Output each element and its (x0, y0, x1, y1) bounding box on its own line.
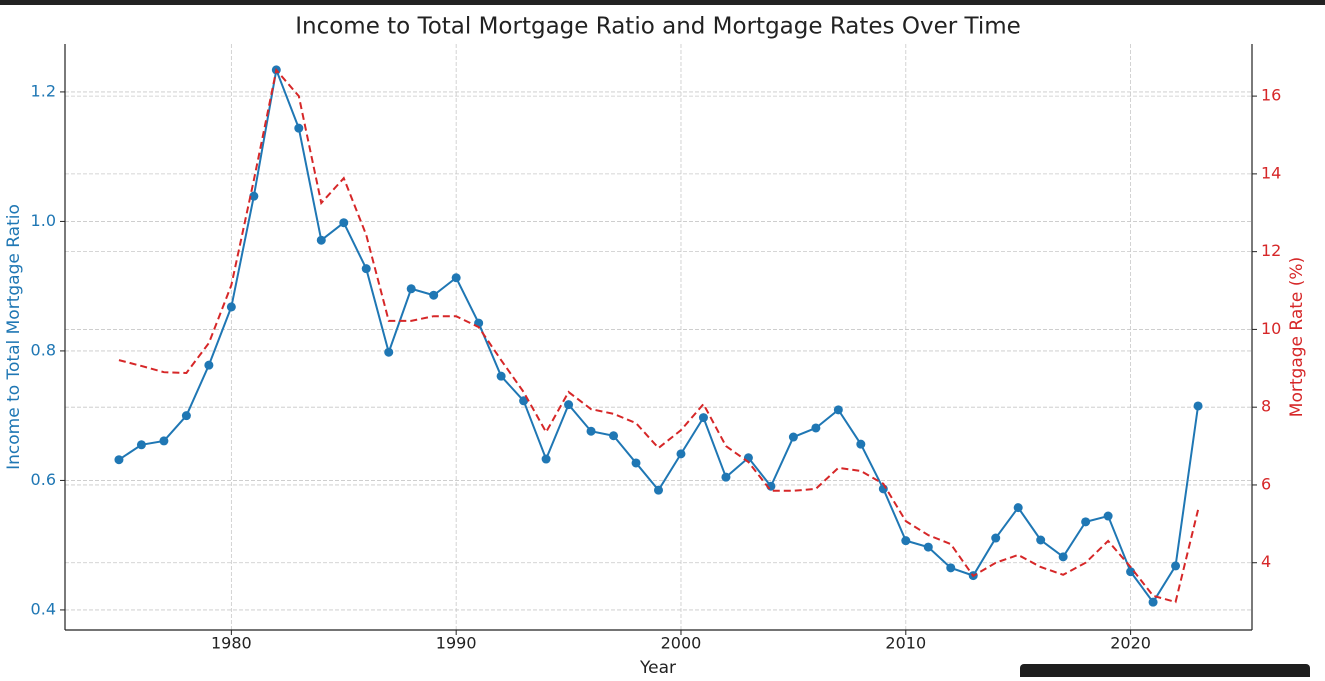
series-line (118, 66, 1200, 604)
y-tick-label: 0.6 (31, 470, 56, 489)
y-tick-label: 0.4 (31, 599, 56, 618)
data-point (406, 284, 416, 294)
series-line (118, 67, 1200, 604)
y2-tick-label: 14 (1261, 163, 1281, 182)
data-point (451, 273, 461, 283)
y2-tick-label: 6 (1261, 474, 1271, 493)
x-axis-label: Year (639, 658, 676, 677)
y-tick-label: 0.8 (31, 340, 56, 359)
data-point (564, 400, 574, 410)
data-point (114, 455, 124, 465)
y-tick-label: 1.2 (31, 81, 56, 100)
data-point (226, 302, 236, 312)
y-axis-label: Income to Total Mortgage Ratio (4, 204, 24, 470)
data-point (361, 264, 371, 274)
y2-tick-label: 12 (1261, 241, 1281, 260)
data-point (923, 542, 933, 552)
chart-title: Income to Total Mortgage Ratio and Mortg… (295, 14, 1021, 40)
data-point (339, 218, 349, 228)
data-point (721, 472, 731, 482)
y2-axis-label: Mortgage Rate (%) (1287, 257, 1307, 417)
data-point (1193, 401, 1203, 411)
data-point (833, 405, 843, 415)
data-point (384, 347, 394, 357)
data-point (856, 439, 866, 449)
data-point (1036, 535, 1046, 545)
data-point (991, 533, 1001, 543)
data-point (249, 191, 259, 201)
data-point (1013, 503, 1023, 513)
data-point (1171, 561, 1181, 571)
y2-tick-label: 4 (1261, 552, 1271, 571)
x-tick-label: 1980 (211, 634, 252, 653)
data-point (294, 123, 304, 133)
overlay-box (1020, 664, 1310, 681)
x-tick-label: 1990 (436, 634, 477, 653)
data-point (631, 458, 641, 468)
data-point (901, 536, 911, 546)
data-point (496, 371, 506, 381)
data-point (654, 485, 663, 495)
data-point (609, 431, 619, 441)
y2-tick-label: 8 (1261, 397, 1271, 416)
data-point (204, 360, 214, 370)
data-point (519, 396, 529, 406)
data-point (429, 290, 439, 300)
data-point (1126, 567, 1136, 577)
x-tick-label: 2000 (661, 634, 702, 653)
data-point (159, 436, 169, 446)
data-point (811, 423, 821, 433)
data-point (1103, 511, 1113, 521)
data-point (698, 413, 708, 423)
y2-tick-label: 16 (1261, 86, 1281, 105)
data-point (1058, 552, 1068, 562)
data-point (316, 235, 326, 245)
data-point (676, 449, 686, 459)
data-point (946, 563, 956, 573)
data-point (1148, 597, 1158, 607)
x-tick-label: 2010 (885, 634, 926, 653)
x-tick-label: 2020 (1110, 634, 1151, 653)
data-point (181, 411, 191, 421)
data-point (586, 426, 596, 436)
data-point (1081, 517, 1091, 527)
data-point (136, 440, 146, 450)
y-tick-label: 1.0 (31, 211, 56, 230)
data-point (541, 454, 551, 464)
y2-tick-label: 10 (1261, 319, 1281, 338)
data-point (788, 432, 798, 442)
top-bar (0, 0, 1325, 5)
